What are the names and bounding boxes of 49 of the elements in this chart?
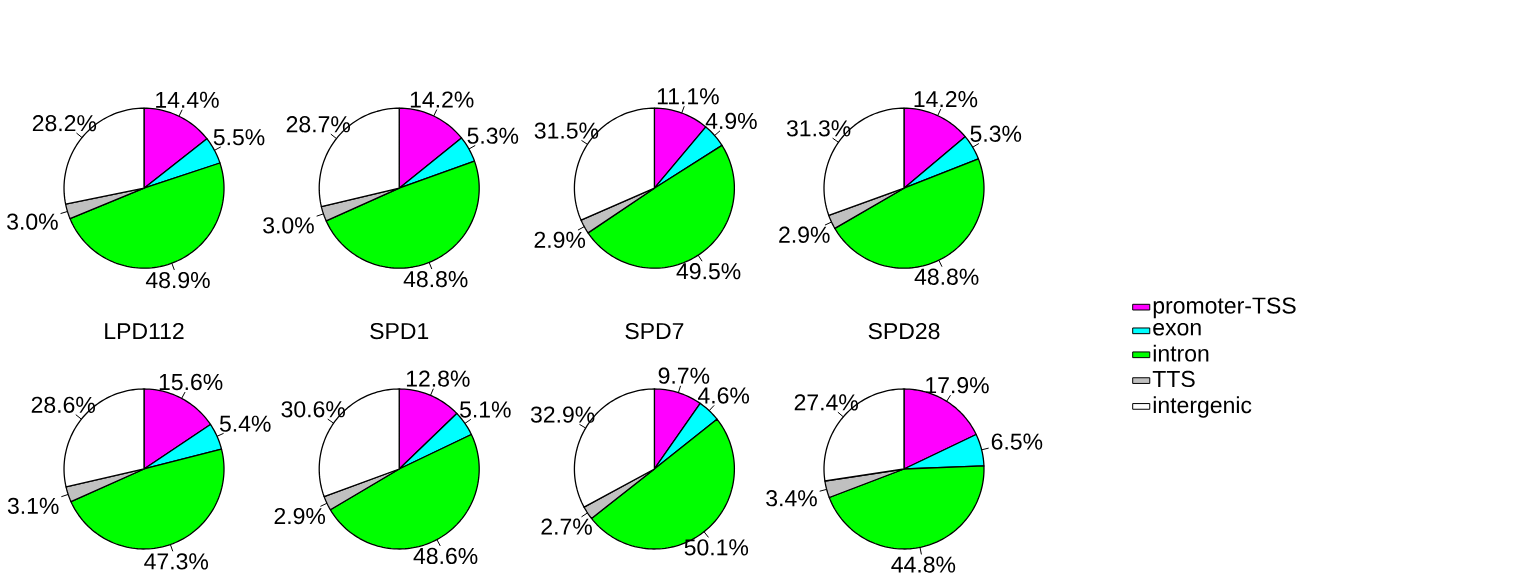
data-label: 11.1% — [657, 88, 719, 105]
data-label: 14.2% — [914, 91, 978, 108]
data-label: 17.9% — [926, 377, 989, 394]
data-label: 32.9% — [530, 406, 595, 423]
data-label: 49.5% — [676, 263, 741, 280]
data-label: 27.4% — [794, 394, 858, 411]
chart-title: SPD1 — [370, 322, 429, 340]
data-label: 30.6% — [281, 401, 345, 418]
data-label: 5.1% — [460, 401, 511, 418]
data-label: 47.3% — [144, 553, 209, 570]
data-label: 5.3% — [970, 125, 1022, 142]
data-label: 15.6% — [159, 373, 223, 391]
data-label: 31.5% — [534, 122, 599, 139]
legend-label: exon — [1153, 322, 1201, 336]
data-label: 2.7% — [541, 518, 592, 535]
chart-title: SPD28 — [868, 322, 940, 340]
data-label: 28.2% — [32, 115, 97, 132]
data-label: 2.9% — [779, 226, 830, 243]
data-label: 48.8% — [914, 268, 979, 285]
data-label: 2.9% — [274, 507, 326, 525]
legend-label: promoter-TSS — [1153, 297, 1296, 319]
legend-label: TTS — [1152, 370, 1195, 388]
data-label: 12.8% — [406, 370, 470, 387]
data-label: 3.0% — [7, 213, 58, 230]
data-label: 3.1% — [7, 497, 59, 515]
data-label: 14.2% — [410, 91, 474, 108]
data-label: 4.9% — [705, 112, 757, 130]
data-label: 48.6% — [413, 547, 478, 565]
data-label: 9.7% — [658, 367, 710, 384]
data-label: 31.3% — [786, 120, 851, 137]
legend-label: intergenic — [1153, 396, 1252, 418]
chart-title: SPD7 — [625, 322, 684, 340]
data-label: 50.1% — [684, 539, 749, 556]
data-label: 28.6% — [31, 396, 95, 413]
data-label: 44.8% — [891, 556, 956, 573]
data-label: 48.8% — [403, 271, 468, 288]
data-label: 28.7% — [286, 116, 351, 133]
data-label: 5.5% — [213, 129, 265, 146]
data-label: 3.4% — [766, 490, 817, 507]
data-label: 48.9% — [145, 271, 210, 289]
data-label: 3.0% — [263, 217, 314, 234]
data-label: 2.9% — [534, 231, 586, 248]
data-label: 5.4% — [219, 415, 271, 432]
legend-label: intron — [1153, 344, 1209, 362]
data-label: 5.3% — [467, 127, 519, 144]
data-label: 4.6% — [697, 387, 750, 404]
data-label: 14.4% — [156, 91, 219, 108]
data-label: 6.5% — [991, 433, 1043, 450]
chart-title: LPD112 — [105, 322, 184, 339]
